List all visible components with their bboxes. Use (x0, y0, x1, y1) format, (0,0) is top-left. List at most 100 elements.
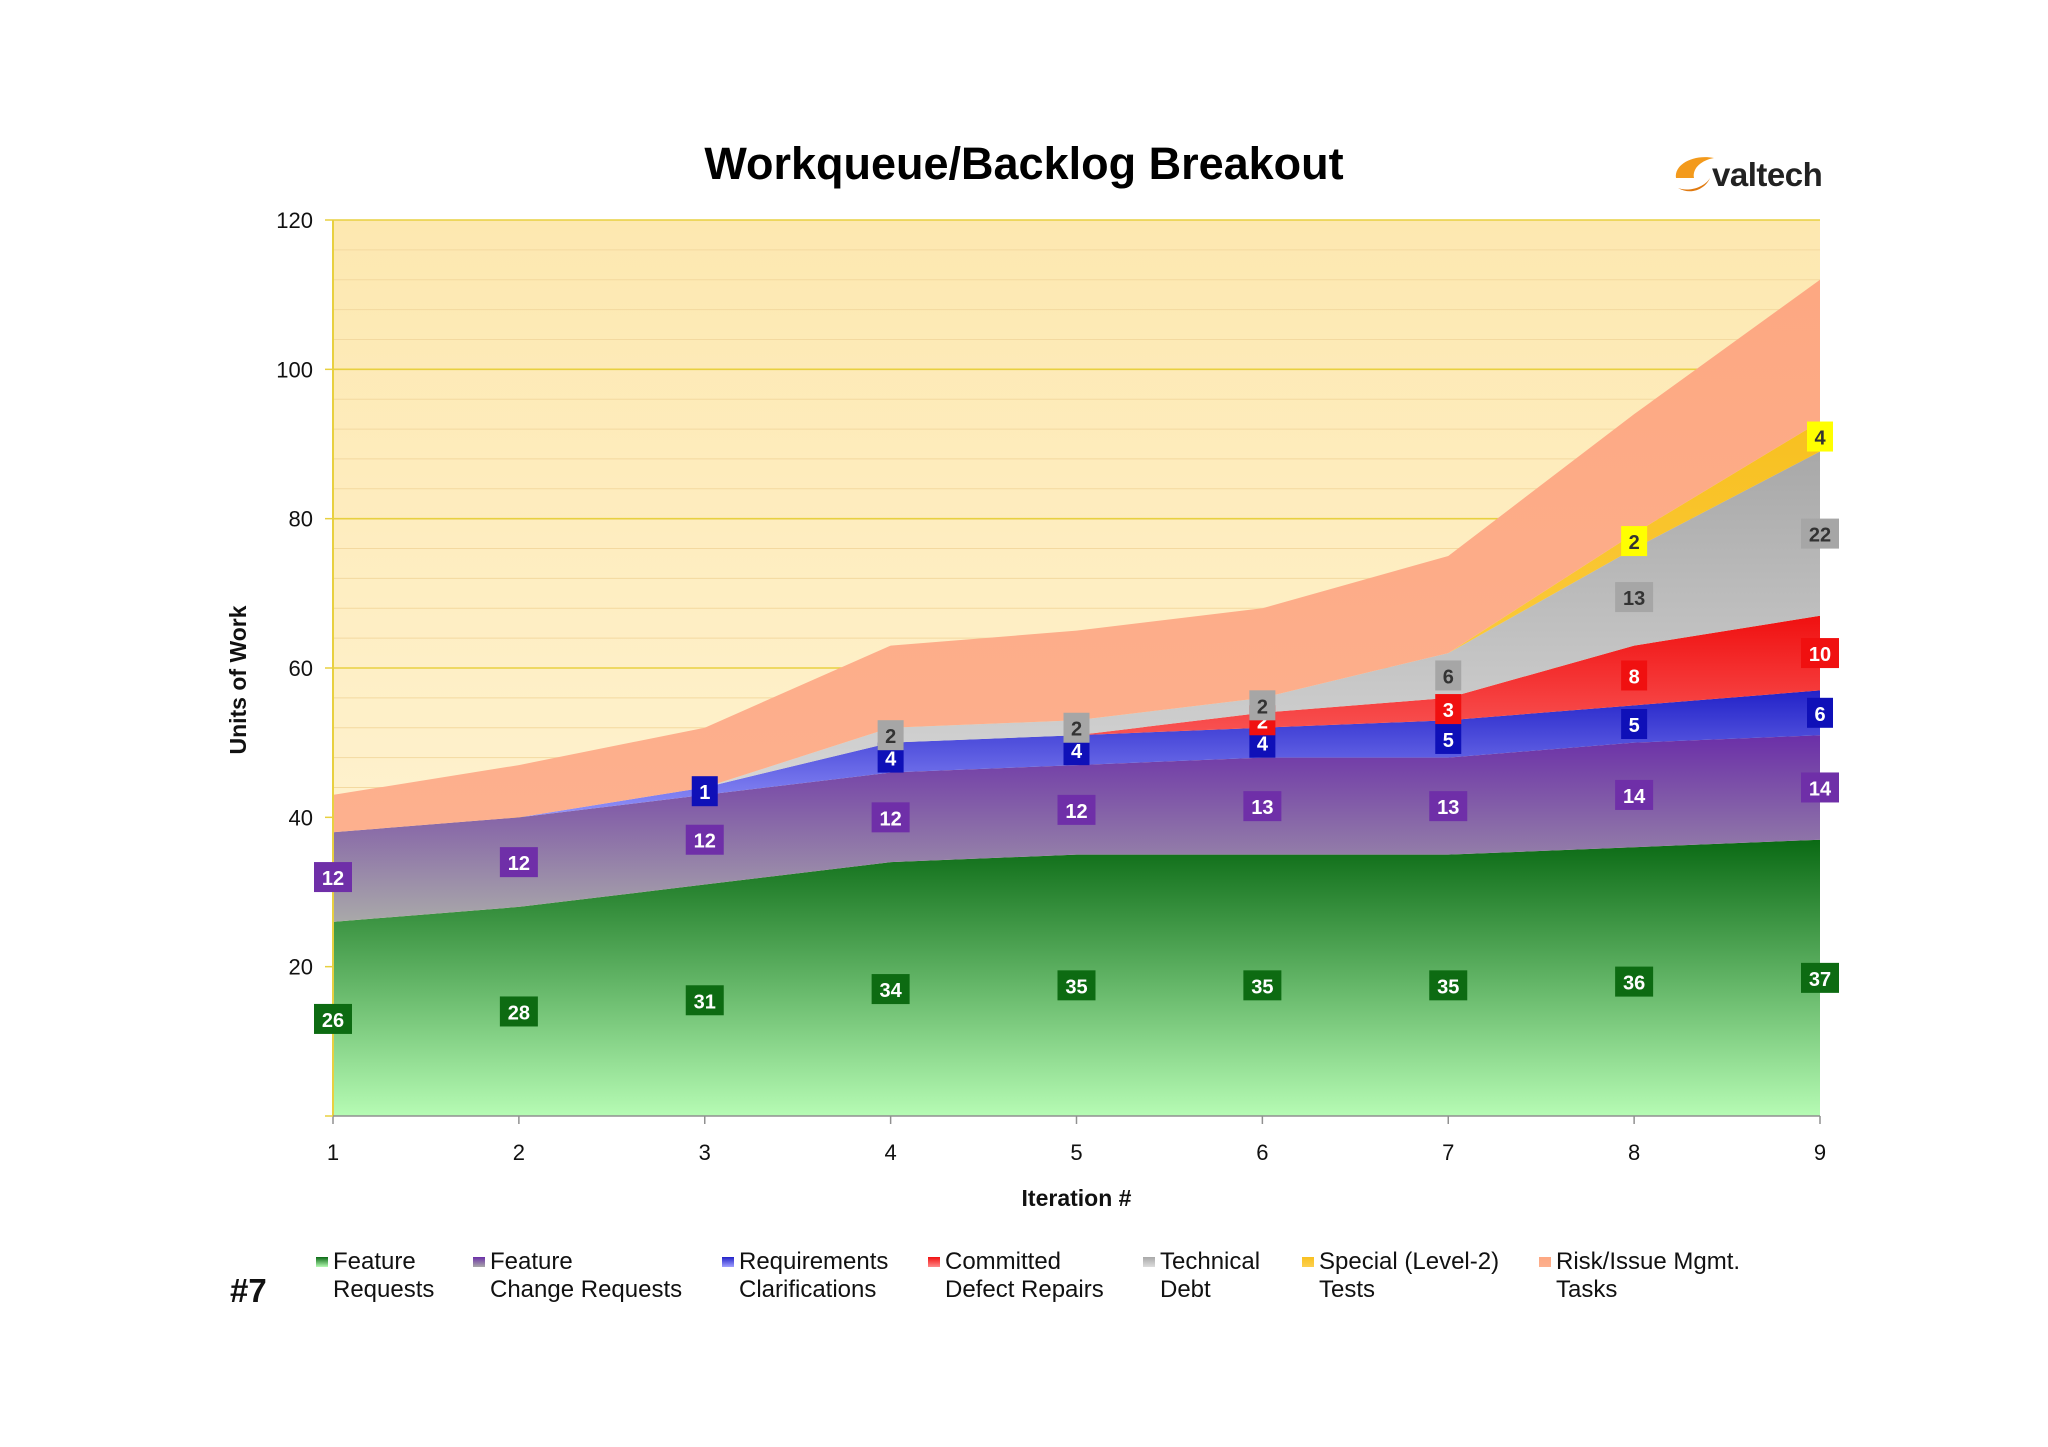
data-label-box (1621, 709, 1648, 739)
data-label-text: 10 (1809, 644, 1831, 666)
data-label: 2 (1249, 690, 1276, 721)
data-label-box (871, 802, 910, 833)
legend-swatch (1143, 1257, 1155, 1267)
data-label-box (1807, 421, 1833, 452)
data-label-text: 2 (1629, 532, 1640, 554)
data-label-box (1435, 660, 1462, 691)
data-label-text: 13 (1251, 797, 1273, 819)
data-label: 12 (685, 824, 724, 855)
legend-label: Requirements Clarifications (739, 1248, 889, 1303)
area-series-6 (333, 279, 1820, 833)
valtech-logo-icon (1675, 157, 1714, 192)
data-label-text: 2 (1071, 719, 1082, 741)
data-label-text: 35 (1437, 976, 1459, 998)
legend-item: Committed Defect Repairs (928, 1248, 1104, 1304)
legend-swatch (316, 1257, 328, 1267)
data-label: 35 (1429, 970, 1468, 1001)
legend-label: Committed Defect Repairs (945, 1248, 1104, 1303)
data-label-box (1057, 794, 1096, 825)
data-label: 4 (1807, 421, 1833, 452)
data-label-text: 37 (1809, 969, 1831, 991)
data-label: 12 (499, 847, 538, 878)
y-tick-label: 40 (289, 805, 313, 830)
data-label-text: 14 (1809, 778, 1832, 800)
data-label-text: 13 (1437, 797, 1459, 819)
data-label-text: 3 (1443, 700, 1454, 722)
data-label: 3 (1435, 694, 1462, 725)
data-label: 35 (1057, 970, 1096, 1001)
y-axis-label: Units of Work (225, 605, 251, 754)
data-label-box (499, 996, 538, 1027)
data-label-box (1249, 690, 1276, 721)
data-label: 2 (1063, 712, 1090, 743)
x-tick-label: 4 (885, 1140, 897, 1165)
y-tick-label: 120 (276, 208, 313, 233)
data-label-text: 4 (885, 749, 897, 771)
data-label: 12 (1057, 794, 1096, 825)
data-label-box (1429, 791, 1468, 822)
data-label: 10 (1801, 638, 1839, 669)
data-label-box (1615, 966, 1654, 997)
chart-title: Workqueue/Backlog Breakout (704, 138, 1344, 189)
data-label-box (691, 776, 718, 807)
x-tick-label: 9 (1814, 1140, 1826, 1165)
legend-item: Feature Requests (316, 1248, 434, 1304)
data-label-text: 12 (694, 831, 716, 853)
legend-swatch (928, 1257, 940, 1267)
data-label-text: 35 (1065, 976, 1087, 998)
y-tick-label: 60 (289, 656, 313, 681)
data-label-box (1615, 582, 1654, 613)
data-label-text: 34 (880, 980, 903, 1002)
data-label-box (1435, 694, 1462, 725)
data-label: 35 (1243, 970, 1282, 1001)
data-label-text: 2 (1257, 711, 1268, 733)
data-label-box (877, 720, 904, 751)
data-label-box (1243, 970, 1282, 1001)
area-series-1 (333, 735, 1820, 922)
data-label: 31 (685, 985, 724, 1016)
data-label-text: 12 (1065, 801, 1087, 823)
logo-text: valtech (1712, 156, 1823, 193)
x-tick-label: 6 (1256, 1140, 1268, 1165)
data-label: 37 (1801, 962, 1839, 993)
data-label-box (1801, 772, 1839, 803)
y-tick-label: 80 (289, 507, 313, 532)
data-label-text: 8 (1629, 666, 1640, 688)
legend-label: Risk/Issue Mgmt. Tasks (1556, 1248, 1741, 1303)
x-tick-label: 1 (327, 1140, 339, 1165)
data-label: 13 (1615, 582, 1654, 613)
data-label-text: 4 (1814, 428, 1826, 450)
legend-swatch (1539, 1257, 1551, 1267)
data-label-text: 26 (322, 1010, 344, 1032)
data-label-box (1435, 723, 1462, 754)
data-label-box (1801, 962, 1839, 993)
data-label-text: 4 (1257, 734, 1269, 756)
legend-item: Technical Debt (1143, 1248, 1260, 1304)
x-tick-label: 3 (699, 1140, 711, 1165)
data-label-box (314, 1003, 352, 1034)
data-label-text: 2 (885, 726, 896, 748)
data-label: 36 (1615, 966, 1654, 997)
data-label-box (499, 847, 538, 878)
data-label-box (1615, 779, 1654, 810)
slide-number: #7 (230, 1272, 267, 1309)
data-label-box (685, 985, 724, 1016)
data-label: 8 (1621, 660, 1648, 691)
data-label-text: 35 (1251, 976, 1273, 998)
legend-swatch (1302, 1257, 1314, 1267)
data-label-text: 4 (1071, 741, 1083, 763)
data-label: 2 (877, 720, 904, 751)
data-label-text: 5 (1443, 730, 1454, 752)
data-label-box (1057, 970, 1096, 1001)
data-label: 26 (314, 1003, 352, 1034)
data-label-box (1063, 712, 1090, 743)
y-tick-label: 100 (276, 357, 313, 382)
y-tick-label: 20 (289, 955, 313, 980)
data-label: 12 (871, 802, 910, 833)
data-label: 6 (1807, 697, 1833, 728)
data-label: 14 (1801, 772, 1839, 803)
data-label-text: 12 (508, 853, 530, 875)
data-label: 2 (1621, 526, 1648, 557)
